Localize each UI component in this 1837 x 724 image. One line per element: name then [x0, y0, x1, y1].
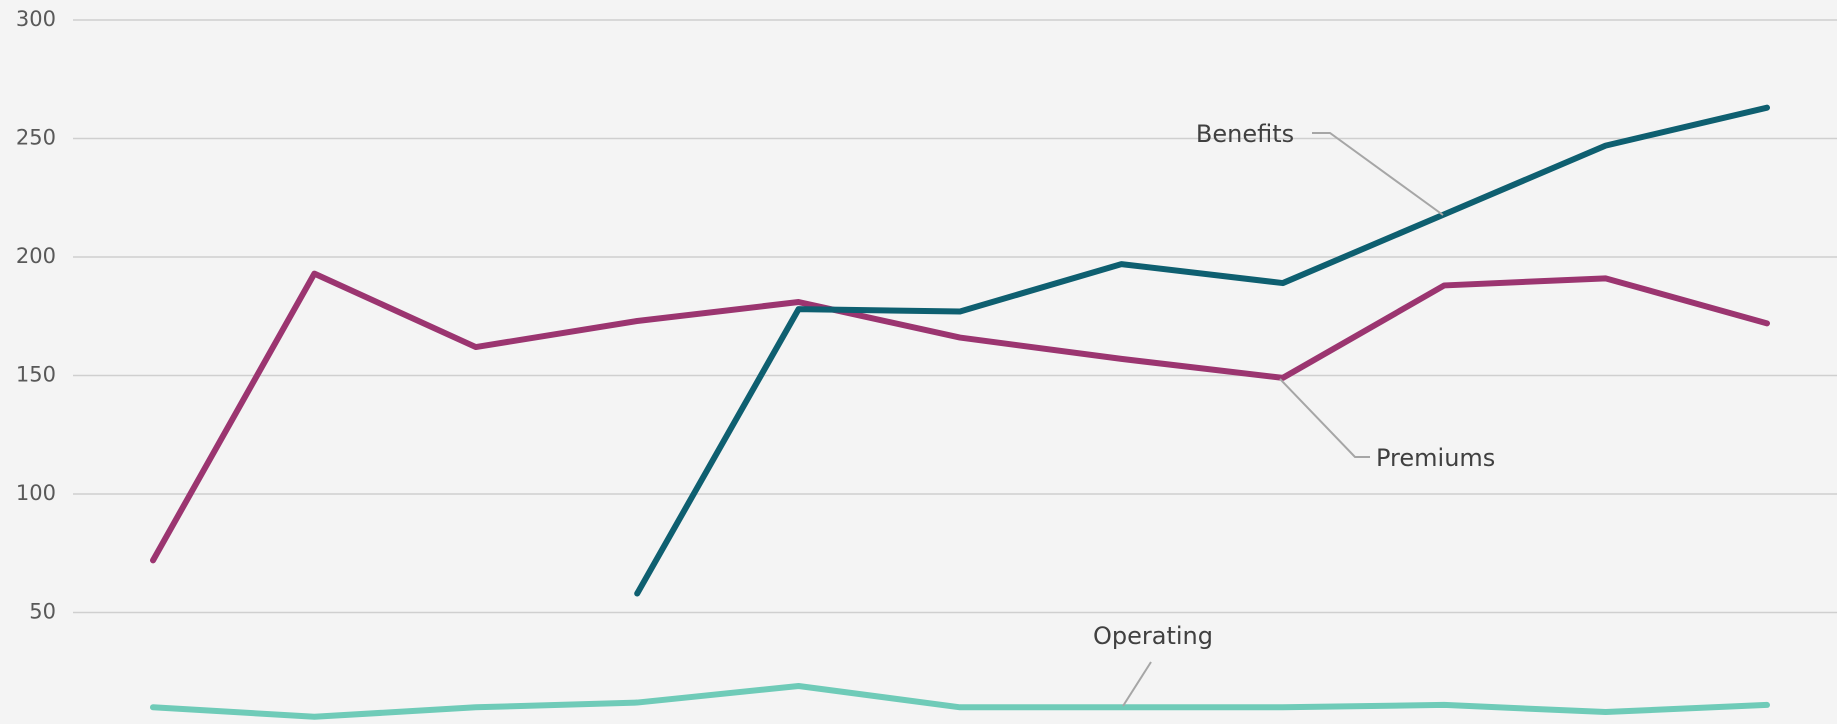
- y-tick-label: 100: [16, 481, 56, 505]
- y-tick-label: 250: [16, 126, 56, 150]
- leader-line: [1122, 661, 1152, 707]
- series-line: [150, 270, 1770, 564]
- y-tick-label: 50: [29, 600, 56, 624]
- y-tick-label: 200: [16, 244, 56, 268]
- leader-line: [1279, 378, 1370, 458]
- y-tick-label: 300: [16, 7, 56, 31]
- y-tick-label: 150: [16, 363, 56, 387]
- series-label: Operating: [1093, 622, 1213, 650]
- series-label: Premiums: [1376, 444, 1495, 472]
- series-line: [634, 104, 1770, 597]
- series-line: [150, 682, 1770, 720]
- leader-line: [1312, 132, 1444, 216]
- series-label: Benefits: [1196, 120, 1294, 148]
